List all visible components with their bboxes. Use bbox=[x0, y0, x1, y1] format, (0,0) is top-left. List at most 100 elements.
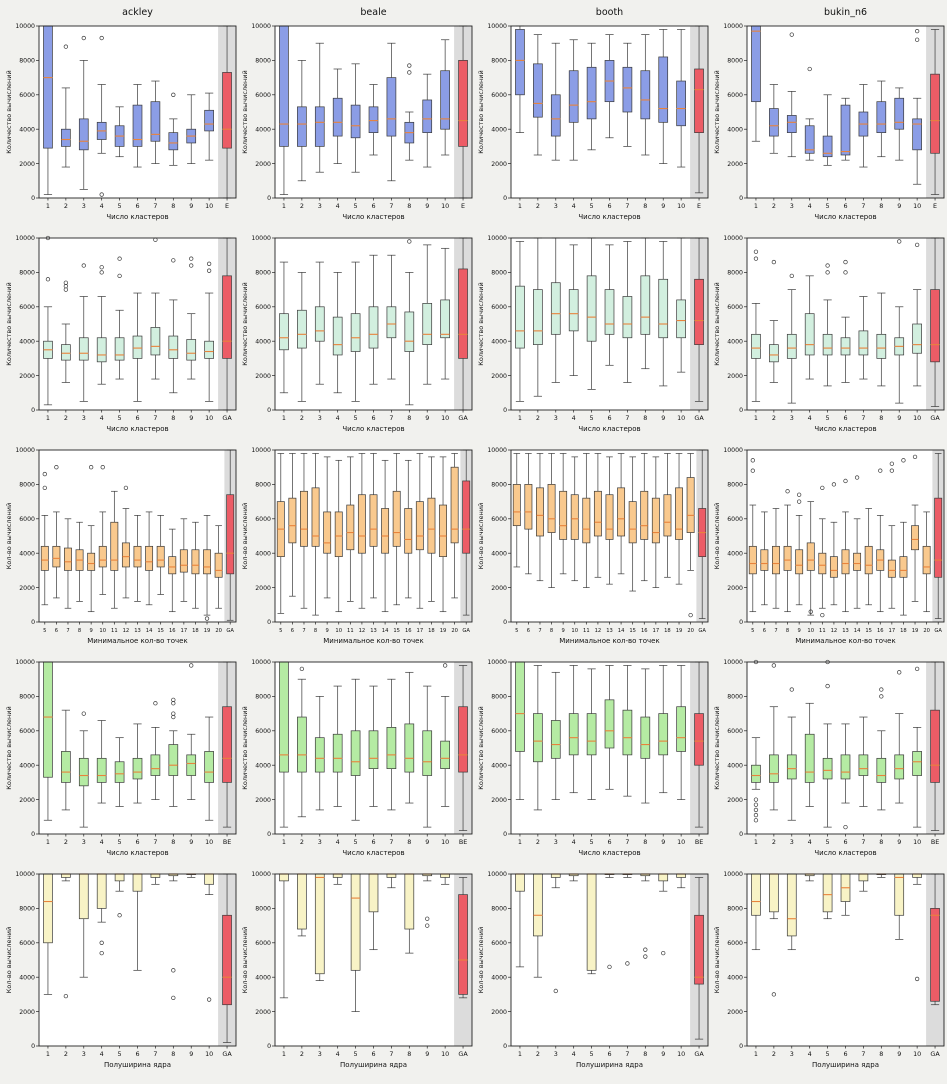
boxplot-booth-row1: booth 0 2000 4000 6000 8000 10000 Количество вы… bbox=[477, 7, 708, 221]
y-tick-label: 0 bbox=[31, 619, 35, 626]
box bbox=[167, 335, 178, 359]
plot-frame bbox=[274, 873, 472, 1047]
subplot-cell-ackley-row2: 0 2000 4000 6000 8000 10000 Количество вычисле… bbox=[3, 232, 239, 442]
x-tick-label: 3 bbox=[553, 1050, 557, 1058]
box bbox=[150, 327, 160, 356]
x-axis-label: Полуширина ядра bbox=[812, 1061, 879, 1069]
box bbox=[639, 716, 650, 759]
x-tick-label: 20 bbox=[923, 628, 930, 634]
box bbox=[622, 296, 632, 339]
x-tick-label: 4 bbox=[99, 838, 103, 846]
x-tick-label: 10 bbox=[335, 628, 342, 634]
x-tick-label: 4 bbox=[571, 1050, 575, 1058]
boxplot-beale-row1: beale 0 2000 4000 6000 8000 10000 Количество вы… bbox=[241, 7, 472, 221]
x-tick-label: 11 bbox=[583, 628, 590, 634]
y-tick-label: 0 bbox=[739, 1043, 743, 1050]
boxplot-beale-row3: 0 2000 4000 6000 8000 10000 Кол-во вычислений 5… bbox=[241, 447, 472, 645]
y-tick-label: 10000 bbox=[251, 447, 271, 454]
x-tick-label: 14 bbox=[617, 628, 624, 634]
x-tick-label: 5 bbox=[589, 414, 593, 422]
y-tick-label: 8000 bbox=[491, 906, 507, 913]
outlier-point bbox=[99, 192, 104, 197]
boxplot-bukin_n6-row5: 0 2000 4000 6000 8000 10000 Кол-во вычислений 1… bbox=[713, 871, 944, 1069]
x-tick-label: 6 bbox=[526, 628, 529, 634]
x-tick-label: GA bbox=[694, 1050, 704, 1058]
box bbox=[581, 497, 590, 544]
y-tick-label: 10000 bbox=[487, 871, 507, 878]
y-tick-label: 8000 bbox=[727, 906, 743, 913]
x-axis-label: Минимальное кол-во точек bbox=[795, 637, 895, 645]
y-tick-label: 10000 bbox=[487, 235, 507, 242]
y-tick-label: 10000 bbox=[487, 447, 507, 454]
y-tick-label: 6000 bbox=[19, 304, 35, 311]
x-tick-label: 1 bbox=[281, 838, 285, 846]
subplot-cell-beale-row1: beale 0 2000 4000 6000 8000 10000 Количество вы… bbox=[239, 4, 475, 230]
outlier-point bbox=[824, 270, 830, 275]
x-tick-label: 5 bbox=[589, 202, 593, 210]
x-tick-label: 4 bbox=[807, 838, 811, 846]
outlier-point bbox=[100, 465, 105, 470]
subplot-cell-ackley-row5: 0 2000 4000 6000 8000 10000 Кол-во вычислений 1… bbox=[3, 868, 239, 1078]
x-tick-label: 1 bbox=[753, 838, 757, 846]
outlier-point bbox=[642, 947, 647, 952]
box bbox=[203, 751, 214, 783]
x-axis-label: Число кластеров bbox=[342, 213, 404, 221]
x-tick-label: 13 bbox=[134, 628, 141, 634]
box bbox=[203, 109, 214, 132]
x-tick-label: 5 bbox=[515, 628, 518, 634]
x-tick-label: 9 bbox=[661, 1050, 665, 1058]
outlier-point bbox=[63, 280, 68, 285]
box bbox=[922, 545, 931, 575]
x-tick-label: 7 bbox=[538, 628, 541, 634]
box bbox=[840, 337, 850, 356]
y-tick-label: 0 bbox=[503, 619, 507, 626]
outlier-point bbox=[99, 940, 104, 945]
x-tick-label: 10 bbox=[571, 628, 578, 634]
boxplot-beale-row4: 0 2000 4000 6000 8000 10000 Количество вычисле… bbox=[241, 659, 472, 857]
box bbox=[639, 490, 648, 540]
box bbox=[78, 873, 89, 920]
outlier-point bbox=[88, 465, 93, 470]
box bbox=[550, 94, 561, 137]
box bbox=[748, 545, 757, 575]
box bbox=[403, 508, 412, 554]
outlier-point bbox=[63, 993, 68, 999]
x-tick-label: 19 bbox=[203, 628, 210, 634]
x-tick-label: 5 bbox=[825, 414, 829, 422]
box bbox=[875, 101, 886, 133]
box bbox=[783, 545, 792, 571]
subplot-cell-booth-row5: 0 2000 4000 6000 8000 10000 Кол-во вычислений 1… bbox=[475, 868, 711, 1078]
box bbox=[457, 268, 468, 359]
box bbox=[794, 549, 803, 575]
outlier-point bbox=[53, 465, 59, 470]
x-tick-label: 5 bbox=[279, 628, 282, 634]
box bbox=[426, 497, 435, 554]
y-tick-label: 8000 bbox=[255, 482, 271, 489]
x-tick-label: 1 bbox=[753, 414, 757, 422]
box bbox=[604, 699, 614, 749]
box bbox=[63, 547, 72, 571]
y-tick-label: 6000 bbox=[491, 92, 507, 99]
outlier-point bbox=[914, 976, 919, 982]
box bbox=[415, 501, 424, 551]
x-tick-label: E bbox=[933, 202, 937, 210]
subplot-cell-bukin_n6-row2: 0 2000 4000 6000 8000 10000 Количество вычисле… bbox=[711, 232, 947, 442]
outlier-point bbox=[807, 66, 812, 72]
x-axis-label: Число кластеров bbox=[814, 849, 876, 857]
y-axis-label: Количество вычислений bbox=[5, 282, 13, 366]
box bbox=[202, 549, 211, 575]
x-tick-label: GA bbox=[226, 628, 234, 634]
outlier-point bbox=[819, 612, 824, 618]
plots-grid: ackley 0 2000 4000 6000 8000 10000 Количество в… bbox=[3, 4, 947, 1078]
plot-frame bbox=[746, 449, 944, 623]
box bbox=[768, 108, 779, 137]
x-tick-label: 9 bbox=[89, 628, 92, 634]
box bbox=[287, 497, 296, 544]
x-tick-label: 4 bbox=[335, 202, 339, 210]
box bbox=[185, 754, 196, 776]
box bbox=[693, 278, 704, 345]
x-tick-label: 7 bbox=[861, 414, 865, 422]
outlier-point bbox=[789, 32, 794, 37]
outlier-point bbox=[170, 701, 175, 706]
y-tick-label: 2000 bbox=[255, 161, 271, 168]
